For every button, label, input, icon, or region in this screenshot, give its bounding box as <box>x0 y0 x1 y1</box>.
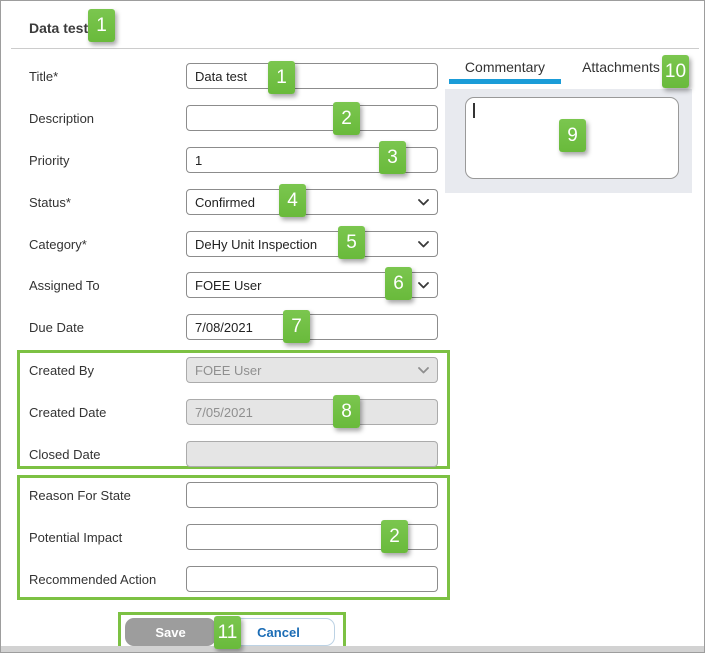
annotation-badge: 7 <box>283 310 310 343</box>
category-select-value: DeHy Unit Inspection <box>195 236 318 252</box>
description-input[interactable] <box>186 105 438 131</box>
active-tab-underline <box>449 79 561 84</box>
window-bottom-edge <box>1 646 704 652</box>
title-label: Title* <box>29 69 59 84</box>
assigned-to-select-value: FOEE User <box>195 277 262 293</box>
closed-date-input <box>186 441 438 467</box>
annotation-badge: 5 <box>338 226 365 259</box>
recommended-action-input[interactable] <box>186 566 438 592</box>
reason-for-state-label: Reason For State <box>29 488 131 503</box>
category-select[interactable]: DeHy Unit Inspection <box>186 231 438 257</box>
annotation-badge: 10 <box>662 55 689 88</box>
reason-for-state-input[interactable] <box>186 482 438 508</box>
category-label: Category* <box>29 237 87 252</box>
status-select-value: Confirmed <box>195 194 255 210</box>
recommended-action-label: Recommended Action <box>29 572 157 587</box>
created-by-select-value: FOEE User <box>195 362 262 378</box>
tab-attachments[interactable]: Attachments <box>582 59 660 75</box>
due-date-label: Due Date <box>29 320 84 335</box>
description-label: Description <box>29 111 95 126</box>
annotation-badge: 3 <box>379 141 406 174</box>
created-by-label: Created By <box>29 363 95 378</box>
title-input[interactable] <box>186 63 438 89</box>
annotation-badge: 2 <box>333 102 360 135</box>
closed-date-label: Closed Date <box>29 447 101 462</box>
annotation-badge: 8 <box>333 395 360 428</box>
status-label: Status* <box>29 195 71 210</box>
created-date-label: Created Date <box>29 405 107 420</box>
header-divider <box>11 48 699 49</box>
chevron-down-icon <box>418 366 429 374</box>
chevron-down-icon <box>418 240 429 248</box>
annotation-badge: 4 <box>279 184 306 217</box>
chevron-down-icon <box>418 281 429 289</box>
chevron-down-icon <box>418 198 429 206</box>
annotation-badge: 2 <box>381 520 408 553</box>
due-date-input[interactable] <box>186 314 438 340</box>
annotation-badge: 1 <box>88 9 115 42</box>
created-group-highlight <box>17 350 450 469</box>
status-select[interactable]: Confirmed <box>186 189 438 215</box>
potential-impact-label: Potential Impact <box>29 530 123 545</box>
annotation-badge: 1 <box>268 61 295 94</box>
annotation-badge: 11 <box>214 616 241 649</box>
text-cursor <box>473 103 475 118</box>
annotation-badge: 6 <box>385 267 412 300</box>
created-date-input <box>186 399 438 425</box>
priority-label: Priority <box>29 153 70 168</box>
created-by-select: FOEE User <box>186 357 438 383</box>
state-group-highlight <box>17 475 450 600</box>
tab-commentary[interactable]: Commentary <box>464 59 546 75</box>
page-title: Data test <box>29 20 89 36</box>
save-button[interactable]: Save <box>125 618 216 646</box>
assigned-to-label: Assigned To <box>29 278 100 293</box>
annotation-badge: 9 <box>559 119 586 152</box>
